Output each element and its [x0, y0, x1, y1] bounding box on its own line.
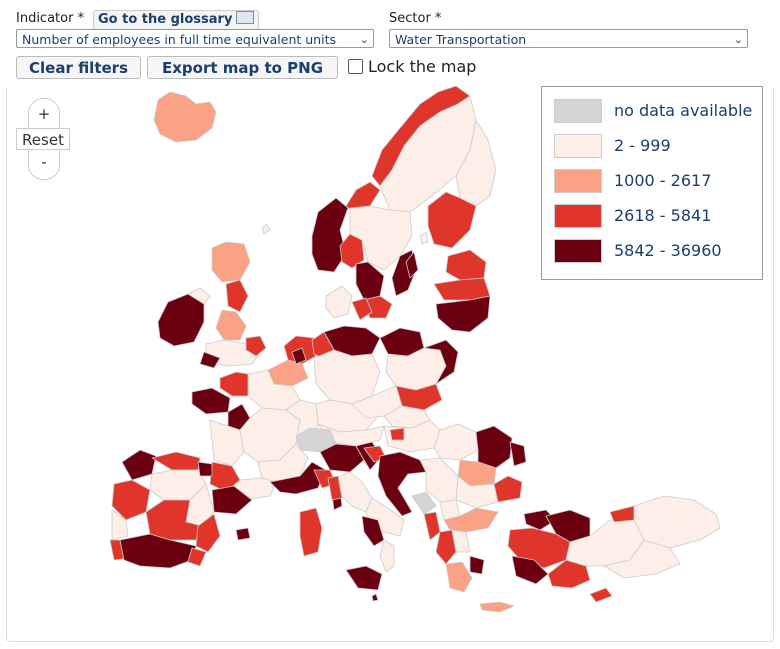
indicator-select-value: Number of employees in full time equival… — [22, 32, 336, 47]
legend-swatch-2 — [554, 169, 602, 193]
legend-swatch-0 — [554, 99, 602, 123]
region-romania-west — [433, 423, 479, 461]
region-greece-west — [435, 529, 457, 565]
map-legend: no data available 2 - 999 1000 - 2617 26… — [541, 86, 763, 280]
region-rotterdam — [291, 347, 307, 365]
legend-label: 2618 - 5841 — [614, 206, 712, 225]
region-sardinia — [299, 507, 323, 557]
chevron-down-icon: ⌄ — [359, 33, 369, 46]
region-malta — [371, 593, 379, 602]
region-turkey-southeast — [603, 539, 681, 579]
region-finland-south — [427, 191, 477, 249]
lock-map-label: Lock the map — [368, 57, 477, 76]
legend-label: 2 - 999 — [614, 136, 671, 155]
region-asturias — [151, 451, 201, 471]
region-calabria — [379, 539, 395, 573]
region-greece-central — [451, 529, 471, 553]
region-murcia — [187, 547, 207, 567]
region-normandy — [219, 371, 249, 397]
clear-filters-button[interactable]: Clear filters — [16, 56, 141, 79]
region-brittany — [191, 387, 231, 415]
region-lithuania — [435, 295, 491, 333]
legend-label: no data available — [614, 101, 753, 120]
region-bulgaria-east — [493, 475, 523, 503]
export-map-button[interactable]: Export map to PNG — [147, 56, 338, 79]
region-hungary-danube — [389, 427, 405, 441]
region-basque — [197, 461, 213, 477]
region-gotland — [405, 251, 419, 279]
region-denmark-west — [325, 285, 353, 319]
chevron-down-icon: ⌄ — [733, 33, 743, 46]
zoom-out-button[interactable]: - — [41, 153, 47, 171]
region-iceland — [153, 91, 217, 143]
region-tuscany — [327, 475, 343, 501]
region-constanta — [509, 441, 527, 467]
glossary-link-label: Go to the glossary — [98, 12, 233, 27]
region-ne-england — [225, 279, 249, 313]
reset-button[interactable]: Reset — [16, 128, 70, 150]
region-scotland — [211, 241, 251, 283]
region-england-mid — [215, 309, 247, 341]
sector-select[interactable]: Water Transportation ⌄ — [389, 29, 748, 48]
region-crete — [479, 601, 515, 613]
legend-swatch-4 — [554, 239, 602, 263]
region-peloponnese — [445, 561, 473, 593]
region-sicily — [345, 565, 383, 591]
region-portugal-centre — [111, 509, 129, 541]
region-germany-central — [313, 349, 381, 405]
book-icon — [236, 11, 255, 24]
region-romania-east — [475, 425, 513, 469]
map-panel — [6, 88, 774, 642]
region-poland-east — [423, 339, 459, 385]
indicator-select[interactable]: Number of employees in full time equival… — [16, 29, 374, 48]
region-valencia — [195, 513, 221, 553]
region-istanbul — [523, 509, 557, 531]
region-turkey-east — [633, 495, 721, 549]
region-sweden-north — [379, 95, 477, 213]
region-faroe — [261, 223, 271, 235]
region-ireland — [157, 293, 205, 347]
region-bosnia — [411, 491, 437, 515]
region-estonia — [445, 249, 487, 281]
region-galicia — [121, 449, 157, 481]
legend-swatch-1 — [554, 134, 602, 158]
region-croatia — [377, 451, 427, 517]
lock-map-checkbox[interactable] — [348, 59, 363, 74]
region-england-sw — [199, 351, 221, 369]
region-campania — [361, 515, 385, 547]
region-attica — [469, 555, 485, 575]
sector-select-value: Water Transportation — [395, 32, 527, 47]
region-london — [245, 335, 267, 357]
legend-label: 1000 - 2617 — [614, 171, 712, 190]
region-cyprus — [589, 587, 613, 603]
sector-label: Sector * — [389, 11, 442, 26]
region-denmark-east — [351, 297, 373, 321]
legend-label: 5842 - 36960 — [614, 241, 722, 260]
indicator-label: Indicator * — [16, 11, 85, 26]
region-latvia — [433, 277, 491, 301]
legend-swatch-3 — [554, 204, 602, 228]
region-aland — [419, 231, 429, 245]
region-izmir — [511, 555, 549, 585]
region-catalonia — [211, 485, 253, 515]
zoom-in-button[interactable]: + — [37, 105, 51, 123]
region-albania — [423, 511, 441, 541]
region-belgium — [267, 359, 309, 387]
region-balearic — [235, 527, 251, 541]
region-northern-ireland — [187, 287, 211, 305]
